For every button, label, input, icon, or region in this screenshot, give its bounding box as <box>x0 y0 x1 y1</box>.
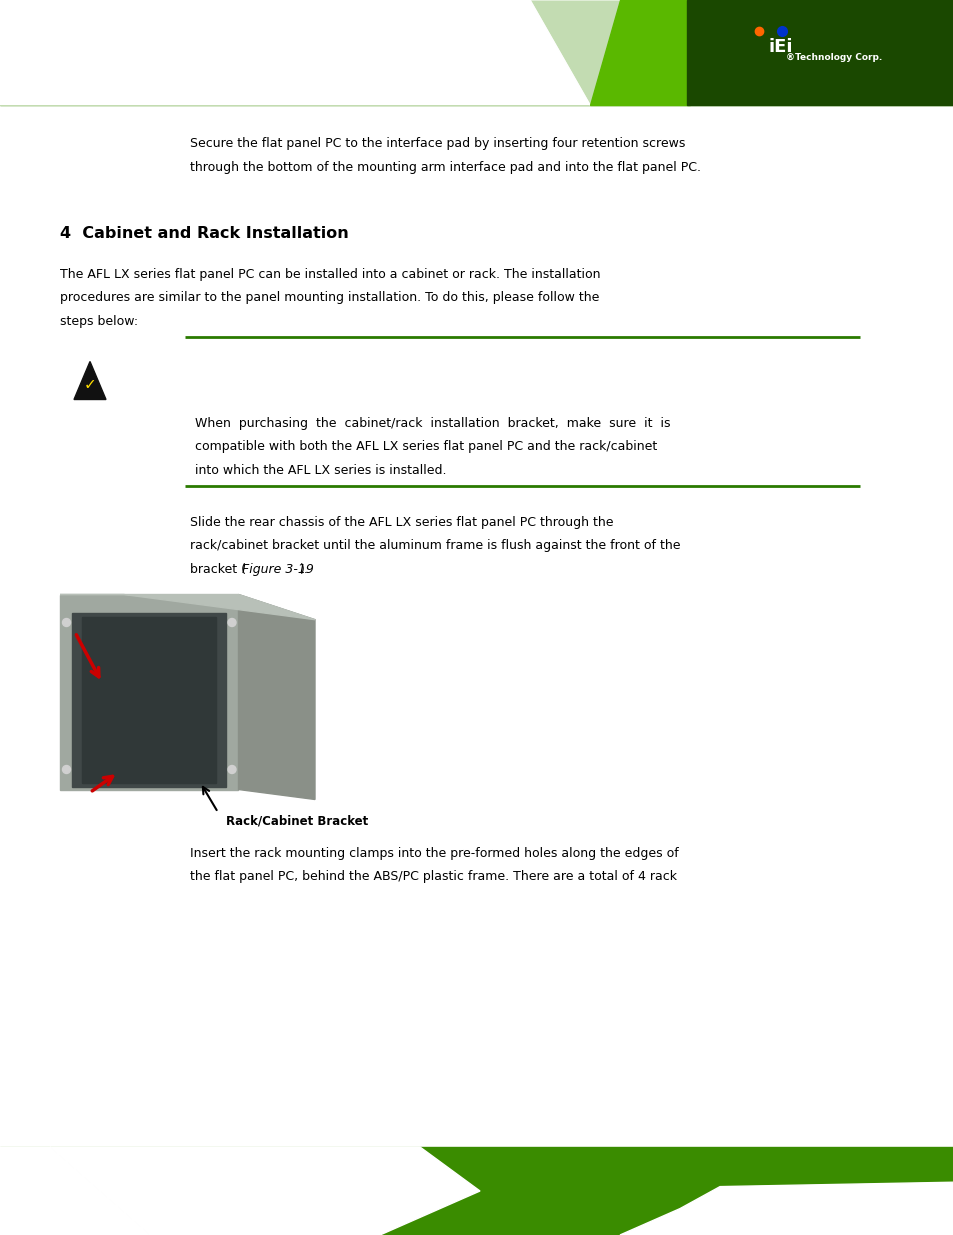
Text: Rack/Cabinet Bracket: Rack/Cabinet Bracket <box>226 815 368 827</box>
Text: steps below:: steps below: <box>60 315 138 327</box>
Polygon shape <box>619 1182 953 1235</box>
Text: through the bottom of the mounting arm interface pad and into the flat panel PC.: through the bottom of the mounting arm i… <box>190 161 700 173</box>
Text: rack/cabinet bracket until the aluminum frame is flush against the front of the: rack/cabinet bracket until the aluminum … <box>190 538 679 552</box>
Text: Slide the rear chassis of the AFL LX series flat panel PC through the: Slide the rear chassis of the AFL LX ser… <box>190 515 613 529</box>
Text: compatible with both the AFL LX series flat panel PC and the rack/cabinet: compatible with both the AFL LX series f… <box>194 440 657 453</box>
Text: procedures are similar to the panel mounting installation. To do this, please fo: procedures are similar to the panel moun… <box>60 291 598 304</box>
Polygon shape <box>0 0 589 105</box>
Text: Insert the rack mounting clamps into the pre-formed holes along the edges of: Insert the rack mounting clamps into the… <box>190 846 678 860</box>
Circle shape <box>228 619 235 626</box>
Polygon shape <box>530 0 689 105</box>
Polygon shape <box>82 616 216 783</box>
Text: Figure 3-19: Figure 3-19 <box>242 562 314 576</box>
Text: iEi: iEi <box>768 38 793 57</box>
Polygon shape <box>71 613 226 787</box>
Text: ®Technology Corp.: ®Technology Corp. <box>785 53 882 62</box>
Polygon shape <box>589 0 689 105</box>
Text: When  purchasing  the  cabinet/rack  installation  bracket,  make  sure  it  is: When purchasing the cabinet/rack install… <box>194 416 670 430</box>
Text: The AFL LX series flat panel PC can be installed into a cabinet or rack. The ins: The AFL LX series flat panel PC can be i… <box>60 268 599 280</box>
Text: Secure the flat panel PC to the interface pad by inserting four retention screws: Secure the flat panel PC to the interfac… <box>190 137 684 149</box>
Bar <box>0 0 953 105</box>
Text: into which the AFL LX series is installed.: into which the AFL LX series is installe… <box>194 463 446 477</box>
Text: ).: ). <box>299 562 309 576</box>
Polygon shape <box>238 594 314 799</box>
Circle shape <box>63 766 71 773</box>
Text: bracket (: bracket ( <box>190 562 246 576</box>
Text: 4  Cabinet and Rack Installation: 4 Cabinet and Rack Installation <box>60 226 349 241</box>
Circle shape <box>63 619 71 626</box>
Polygon shape <box>0 1147 150 1235</box>
Text: the flat panel PC, behind the ABS/PC plastic frame. There are a total of 4 rack: the flat panel PC, behind the ABS/PC pla… <box>190 869 677 883</box>
Polygon shape <box>50 1147 479 1235</box>
Bar <box>0 1147 953 1235</box>
Circle shape <box>228 766 235 773</box>
Polygon shape <box>60 594 314 620</box>
Polygon shape <box>74 362 106 399</box>
Text: ✓: ✓ <box>84 377 96 391</box>
Bar <box>686 0 953 105</box>
Polygon shape <box>60 594 238 789</box>
